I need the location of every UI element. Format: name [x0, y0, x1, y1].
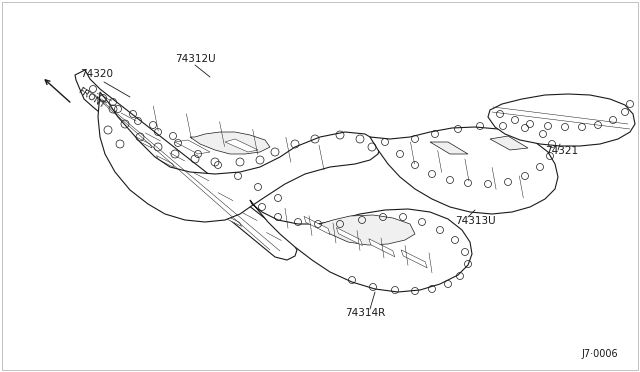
Polygon shape	[337, 228, 362, 246]
Text: 74321: 74321	[545, 146, 578, 156]
Polygon shape	[250, 200, 472, 292]
Polygon shape	[175, 140, 210, 154]
Polygon shape	[223, 214, 241, 227]
Polygon shape	[225, 139, 258, 152]
Text: 74320: 74320	[80, 69, 113, 79]
Text: J7·0006: J7·0006	[582, 349, 618, 359]
Text: 74314R: 74314R	[345, 308, 385, 318]
Polygon shape	[369, 239, 395, 257]
Polygon shape	[488, 94, 635, 146]
Text: FRONT: FRONT	[76, 86, 106, 110]
Polygon shape	[75, 70, 297, 260]
Polygon shape	[134, 136, 152, 148]
Text: 74312U: 74312U	[175, 54, 216, 64]
Polygon shape	[201, 195, 219, 207]
Polygon shape	[318, 215, 415, 245]
Polygon shape	[370, 127, 558, 214]
Polygon shape	[490, 136, 528, 150]
Polygon shape	[190, 132, 270, 154]
Polygon shape	[401, 250, 427, 268]
Polygon shape	[156, 155, 175, 168]
Polygon shape	[304, 217, 330, 234]
Polygon shape	[98, 92, 380, 222]
Polygon shape	[179, 175, 197, 187]
Polygon shape	[430, 142, 468, 154]
Text: 74313U: 74313U	[455, 216, 495, 226]
